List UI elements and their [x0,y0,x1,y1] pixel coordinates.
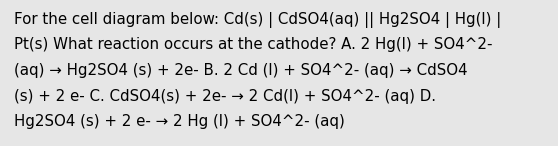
Text: (aq) → Hg2SO4 (s) + 2e- B. 2 Cd (l) + SO4^2- (aq) → CdSO4: (aq) → Hg2SO4 (s) + 2e- B. 2 Cd (l) + SO… [14,63,468,78]
Text: (s) + 2 e- C. CdSO4(s) + 2e- → 2 Cd(l) + SO4^2- (aq) D.: (s) + 2 e- C. CdSO4(s) + 2e- → 2 Cd(l) +… [14,88,436,104]
Text: Hg2SO4 (s) + 2 e- → 2 Hg (l) + SO4^2- (aq): Hg2SO4 (s) + 2 e- → 2 Hg (l) + SO4^2- (a… [14,114,345,129]
Text: Pt(s) What reaction occurs at the cathode? A. 2 Hg(l) + SO4^2-: Pt(s) What reaction occurs at the cathod… [14,38,493,53]
Text: For the cell diagram below: Cd(s) | CdSO4(aq) || Hg2SO4 | Hg(l) |: For the cell diagram below: Cd(s) | CdSO… [14,12,501,28]
